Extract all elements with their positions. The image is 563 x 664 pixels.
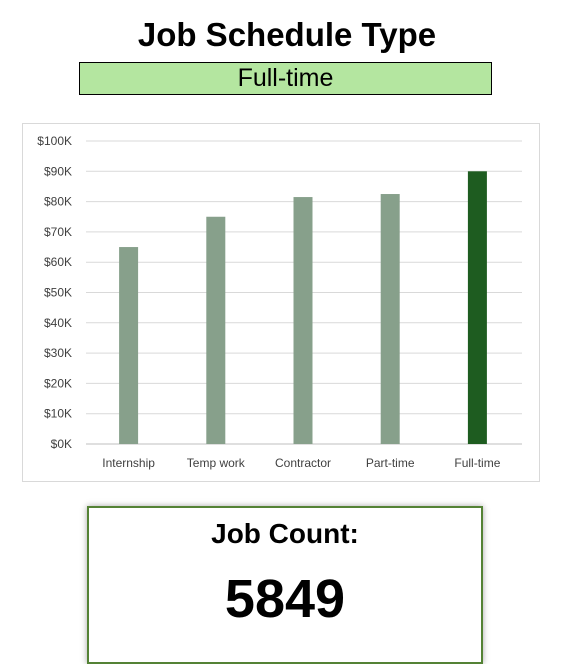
selected-filter-value: Full-time	[237, 64, 334, 92]
y-tick-label: $10K	[44, 407, 72, 421]
y-tick-label: $40K	[44, 316, 72, 330]
y-tick-label: $20K	[44, 376, 72, 390]
bar-part-time[interactable]	[380, 194, 400, 444]
job-count-card: Job Count: 5849	[87, 506, 483, 664]
x-tick-label: Contractor	[275, 456, 331, 470]
y-tick-label: $0K	[51, 437, 72, 451]
y-tick-label: $80K	[44, 195, 72, 209]
bar-full-time[interactable]	[467, 171, 487, 445]
y-tick-label: $30K	[44, 346, 72, 360]
y-tick-label: $90K	[44, 164, 72, 178]
x-tick-label: Full-time	[454, 456, 500, 470]
job-count-value: 5849	[224, 569, 346, 629]
salary-bar-chart: $0K $10K $20K $30K $40K $50K $60K $70K $80K $90K $…	[22, 123, 540, 482]
dashboard-title: Job Schedule Type	[137, 16, 437, 53]
y-tick-label: $100K	[37, 134, 72, 148]
bars	[119, 171, 487, 445]
x-tick-label: Part-time	[366, 456, 415, 470]
y-tick-label: $50K	[44, 286, 72, 300]
y-tick-label: $70K	[44, 225, 72, 239]
bar-contractor[interactable]	[293, 197, 313, 444]
schedule-type-filter[interactable]: Full-time	[79, 62, 492, 95]
y-tick-label: $60K	[44, 255, 72, 269]
job-count-label: Job Count:	[211, 518, 359, 549]
x-axis-ticks: Internship Temp work Contractor Part-time Fu…	[102, 456, 500, 470]
bar-temp-work[interactable]	[206, 216, 226, 444]
y-axis-ticks: $0K $10K $20K $30K $40K $50K $60K $70K $80K $90K $…	[37, 134, 72, 451]
x-tick-label: Temp work	[187, 456, 246, 470]
x-tick-label: Internship	[102, 456, 155, 470]
bar-internship[interactable]	[119, 247, 139, 444]
